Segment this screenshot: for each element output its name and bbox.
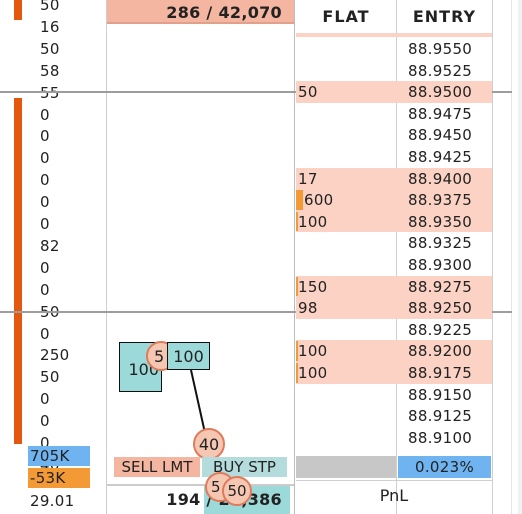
order-circle[interactable]: 50 bbox=[222, 476, 252, 506]
flat-value[interactable]: 17 bbox=[298, 169, 318, 188]
working-order-qty: 100 bbox=[173, 346, 204, 366]
right-scroll-edge bbox=[518, 0, 522, 514]
flat-value[interactable]: 100 bbox=[298, 342, 328, 361]
entry-price[interactable]: 88.9325 bbox=[408, 234, 473, 253]
volume-value: 0 bbox=[40, 258, 50, 277]
volume-value: 0 bbox=[40, 171, 50, 190]
flat-value[interactable]: 100 bbox=[298, 364, 328, 382]
stat-position-value: 705K bbox=[28, 446, 90, 466]
volume-value: 0 bbox=[40, 215, 50, 233]
ladder-row-highlight bbox=[296, 189, 492, 211]
volume-value: 0 bbox=[40, 324, 50, 343]
entry-price[interactable]: 88.9550 bbox=[408, 40, 473, 58]
entry-header[interactable]: ENTRY bbox=[412, 7, 477, 26]
entry-price[interactable]: 88.9300 bbox=[408, 256, 473, 274]
entry-price[interactable]: 88.9200 bbox=[408, 342, 473, 361]
entry-price[interactable]: 88.9400 bbox=[408, 169, 473, 188]
entry-price[interactable]: 88.9150 bbox=[408, 385, 473, 404]
entry-price[interactable]: 88.9450 bbox=[408, 126, 473, 145]
volume-value: 0 bbox=[40, 412, 50, 431]
divider bbox=[107, 22, 294, 24]
ladder-row-highlight bbox=[296, 297, 492, 319]
flat-value[interactable]: 600 bbox=[304, 191, 334, 210]
volume-value: 0 bbox=[40, 390, 50, 409]
volume-value: 50 bbox=[40, 39, 60, 58]
volume-bar bbox=[14, 0, 22, 20]
volume-value: 50 bbox=[40, 0, 60, 14]
entry-price[interactable]: 88.9125 bbox=[408, 407, 473, 426]
flat-volume-bar bbox=[296, 363, 298, 383]
column-divider bbox=[511, 0, 512, 514]
flat-header[interactable]: FLAT bbox=[322, 7, 370, 26]
entry-price[interactable]: 88.9475 bbox=[408, 104, 473, 123]
stop-order-qty: 40 bbox=[198, 434, 220, 454]
entry-price[interactable]: 88.9275 bbox=[408, 277, 473, 296]
flat-volume-bar bbox=[296, 276, 298, 297]
volume-value: 0 bbox=[40, 434, 50, 452]
row-separator bbox=[0, 91, 512, 93]
row-separator bbox=[0, 311, 512, 313]
column-divider bbox=[294, 0, 295, 514]
entry-price[interactable]: 88.9375 bbox=[408, 191, 473, 210]
order-connector-line bbox=[190, 369, 206, 434]
volume-value: 0 bbox=[40, 193, 50, 212]
volume-value: 16 bbox=[40, 17, 60, 36]
flat-volume-bar bbox=[296, 211, 298, 232]
volume-bar bbox=[14, 98, 22, 444]
volume-value: 250 bbox=[40, 346, 70, 365]
flat-value[interactable]: 150 bbox=[298, 277, 328, 296]
bottom-summary: 194 / 20,386 bbox=[166, 490, 282, 509]
entry-price[interactable]: 88.9500 bbox=[408, 83, 473, 102]
pnl-label[interactable]: PnL bbox=[379, 486, 409, 505]
volume-value: 82 bbox=[40, 236, 60, 255]
volume-value: 0 bbox=[40, 105, 50, 124]
working-order-box[interactable]: 100 bbox=[167, 342, 210, 370]
ladder-row-highlight bbox=[296, 167, 492, 190]
entry-price[interactable]: 88.9100 bbox=[408, 428, 473, 447]
entry-price[interactable]: 88.9425 bbox=[408, 148, 473, 166]
flat-value[interactable]: 50 bbox=[298, 83, 318, 102]
column-divider bbox=[492, 0, 493, 514]
ladder-row-highlight bbox=[296, 362, 492, 384]
order-circle-qty: 50 bbox=[227, 482, 247, 500]
divider bbox=[107, 484, 294, 486]
entry-price[interactable]: 88.9350 bbox=[408, 212, 473, 231]
entry-price[interactable]: 88.9250 bbox=[408, 299, 473, 318]
volume-value: 58 bbox=[40, 61, 60, 80]
volume-value: 0 bbox=[40, 149, 50, 168]
header-underline bbox=[296, 33, 492, 37]
top-summary: 286 / 42,070 bbox=[107, 0, 294, 22]
stat-last-value: 29.01 bbox=[30, 492, 75, 510]
entry-price[interactable]: 88.9525 bbox=[408, 61, 473, 80]
flat-volume-bar bbox=[296, 341, 298, 361]
order-circle-qty: 5 bbox=[211, 478, 221, 496]
order-circle-qty: 5 bbox=[154, 346, 165, 366]
ladder-row-highlight bbox=[296, 275, 492, 298]
flat-value[interactable]: 98 bbox=[298, 299, 318, 318]
stop-order-circle[interactable]: 40 bbox=[193, 428, 225, 460]
ladder-row-highlight bbox=[296, 340, 492, 362]
volume-value: 0 bbox=[40, 280, 50, 299]
flat-volume-bar bbox=[296, 190, 303, 210]
stat-pnl-value: -53K bbox=[28, 468, 90, 488]
sell-limit-button[interactable]: SELL LMT bbox=[114, 457, 200, 477]
entry-price[interactable]: 88.9175 bbox=[408, 364, 473, 382]
percent-value: 0.023% bbox=[398, 456, 491, 478]
ladder-row-highlight bbox=[296, 210, 492, 233]
divider bbox=[296, 480, 492, 481]
entry-price[interactable]: 88.9225 bbox=[408, 320, 473, 339]
flat-value[interactable]: 100 bbox=[298, 212, 328, 231]
column-divider bbox=[396, 0, 397, 514]
ladder-row-highlight bbox=[296, 81, 492, 103]
column-divider bbox=[106, 0, 107, 514]
volume-value: 50 bbox=[40, 368, 60, 387]
flat-summary-cell bbox=[296, 456, 396, 478]
volume-value: 0 bbox=[40, 127, 50, 146]
